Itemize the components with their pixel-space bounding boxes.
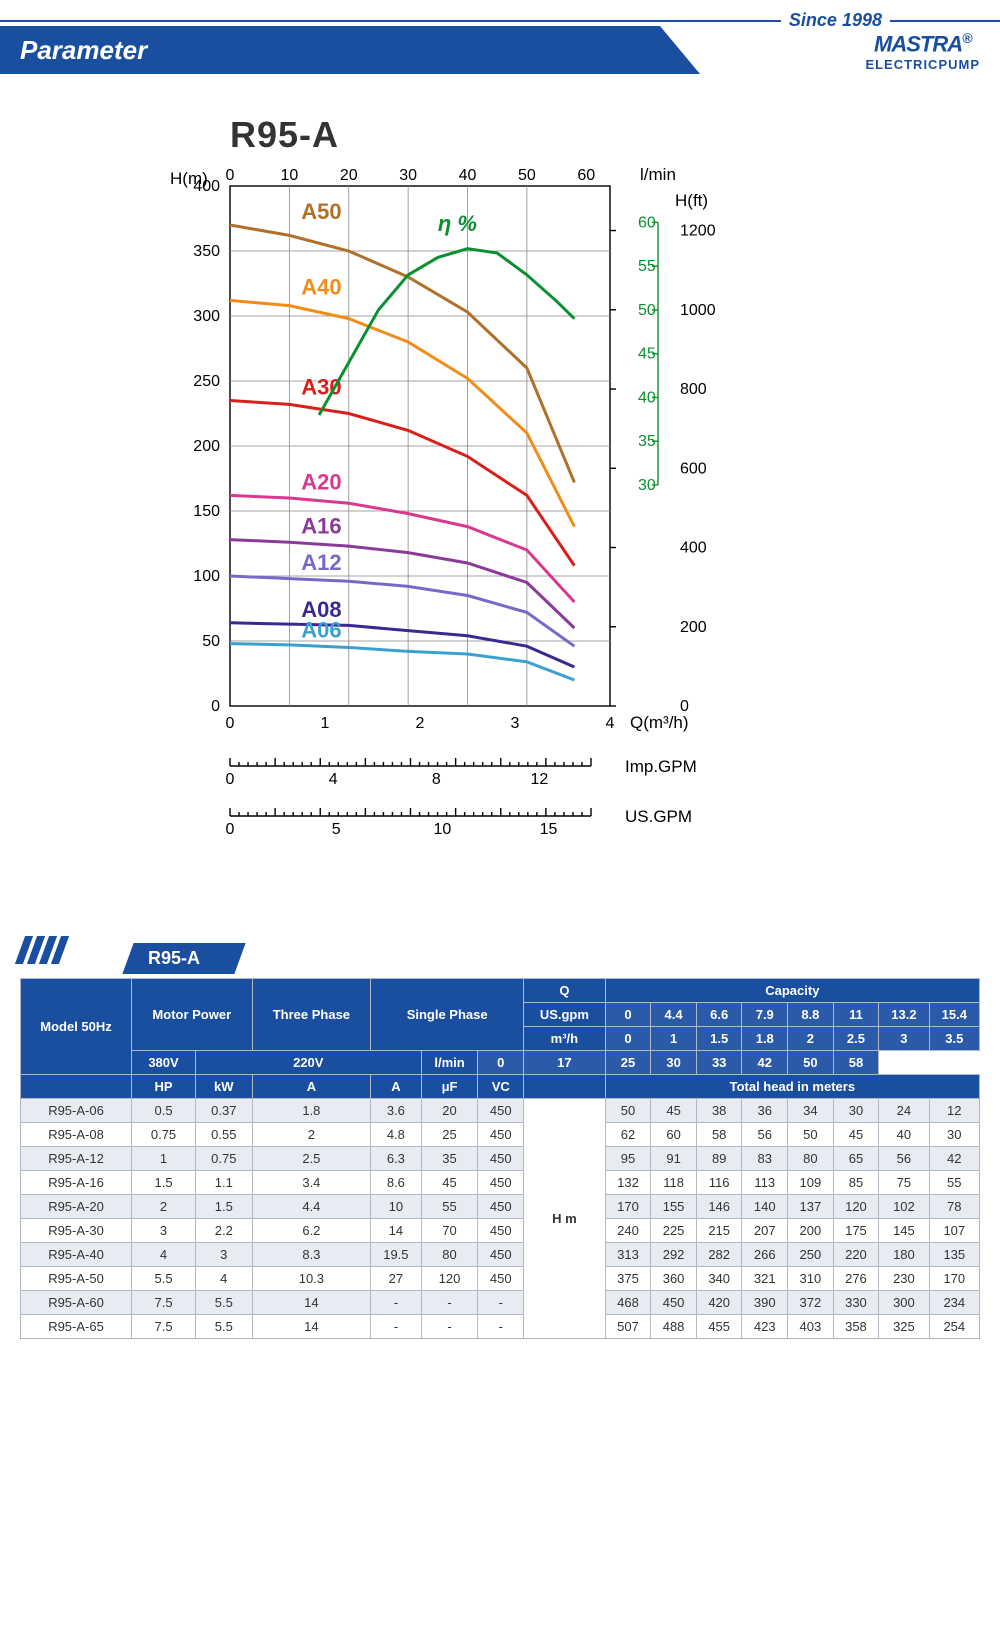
svg-text:300: 300 (193, 308, 220, 325)
svg-text:60: 60 (577, 167, 595, 184)
svg-text:800: 800 (680, 381, 707, 398)
table-title: R95-A (148, 948, 200, 969)
svg-text:A16: A16 (301, 514, 341, 539)
svg-text:200: 200 (193, 438, 220, 455)
svg-text:1200: 1200 (680, 223, 716, 240)
svg-text:20: 20 (340, 167, 358, 184)
svg-text:100: 100 (193, 568, 220, 585)
svg-text:15: 15 (540, 821, 558, 838)
svg-text:1000: 1000 (680, 302, 716, 319)
header-bar: Parameter MASTRA® ELECTRICPUMP (0, 26, 1000, 74)
section-header: R95-A (20, 936, 1000, 968)
svg-text:60: 60 (638, 214, 656, 231)
chart-container: R95-A 050100150200250300350400H(m)010203… (0, 74, 1000, 906)
svg-text:400: 400 (680, 540, 707, 557)
svg-text:50: 50 (518, 167, 536, 184)
svg-text:A40: A40 (301, 274, 341, 299)
svg-text:0: 0 (226, 167, 235, 184)
svg-text:l/min: l/min (640, 166, 676, 184)
svg-text:A06: A06 (301, 618, 341, 643)
svg-text:10: 10 (280, 167, 298, 184)
svg-text:200: 200 (680, 619, 707, 636)
svg-text:150: 150 (193, 503, 220, 520)
brand-block: MASTRA® ELECTRICPUMP (865, 30, 980, 72)
performance-chart: 050100150200250300350400H(m)010203040506… (140, 166, 860, 886)
brand-logo: MASTRA (874, 31, 962, 56)
svg-text:1: 1 (321, 715, 330, 732)
svg-text:4: 4 (329, 771, 338, 788)
top-rule: Since 1998 (0, 20, 1000, 22)
svg-text:Imp.GPM: Imp.GPM (625, 757, 697, 776)
svg-text:350: 350 (193, 243, 220, 260)
stripes-icon (20, 936, 68, 969)
chart-title: R95-A (230, 114, 920, 156)
svg-text:H(m): H(m) (170, 169, 208, 188)
brand-sub: ELECTRICPUMP (865, 57, 980, 72)
svg-text:50: 50 (202, 633, 220, 650)
svg-text:H(ft): H(ft) (675, 191, 708, 210)
svg-text:10: 10 (433, 821, 451, 838)
svg-text:0: 0 (226, 821, 235, 838)
svg-text:3: 3 (511, 715, 520, 732)
svg-text:0: 0 (226, 771, 235, 788)
spec-table: Model 50HzMotor PowerThree PhaseSingle P… (20, 978, 980, 1339)
svg-text:2: 2 (416, 715, 425, 732)
svg-text:35: 35 (638, 433, 656, 450)
svg-text:250: 250 (193, 373, 220, 390)
svg-text:0: 0 (211, 698, 220, 715)
svg-text:40: 40 (459, 167, 477, 184)
svg-text:600: 600 (680, 460, 707, 477)
svg-text:A12: A12 (301, 550, 341, 575)
svg-text:A20: A20 (301, 469, 341, 494)
svg-text:50: 50 (638, 302, 656, 319)
svg-text:12: 12 (531, 771, 549, 788)
header-title: Parameter (20, 35, 147, 66)
svg-text:45: 45 (638, 346, 656, 363)
svg-text:Q(m³/h): Q(m³/h) (630, 713, 689, 732)
svg-text:4: 4 (606, 715, 615, 732)
svg-text:8: 8 (432, 771, 441, 788)
svg-text:55: 55 (638, 258, 656, 275)
svg-text:A50: A50 (301, 199, 341, 224)
svg-text:5: 5 (332, 821, 341, 838)
svg-text:η %: η % (438, 211, 477, 236)
svg-text:0: 0 (680, 698, 689, 715)
reg-mark: ® (962, 30, 971, 46)
svg-text:30: 30 (399, 167, 417, 184)
svg-text:US.GPM: US.GPM (625, 807, 692, 826)
svg-text:30: 30 (638, 477, 656, 494)
svg-text:0: 0 (226, 715, 235, 732)
svg-text:40: 40 (638, 389, 656, 406)
